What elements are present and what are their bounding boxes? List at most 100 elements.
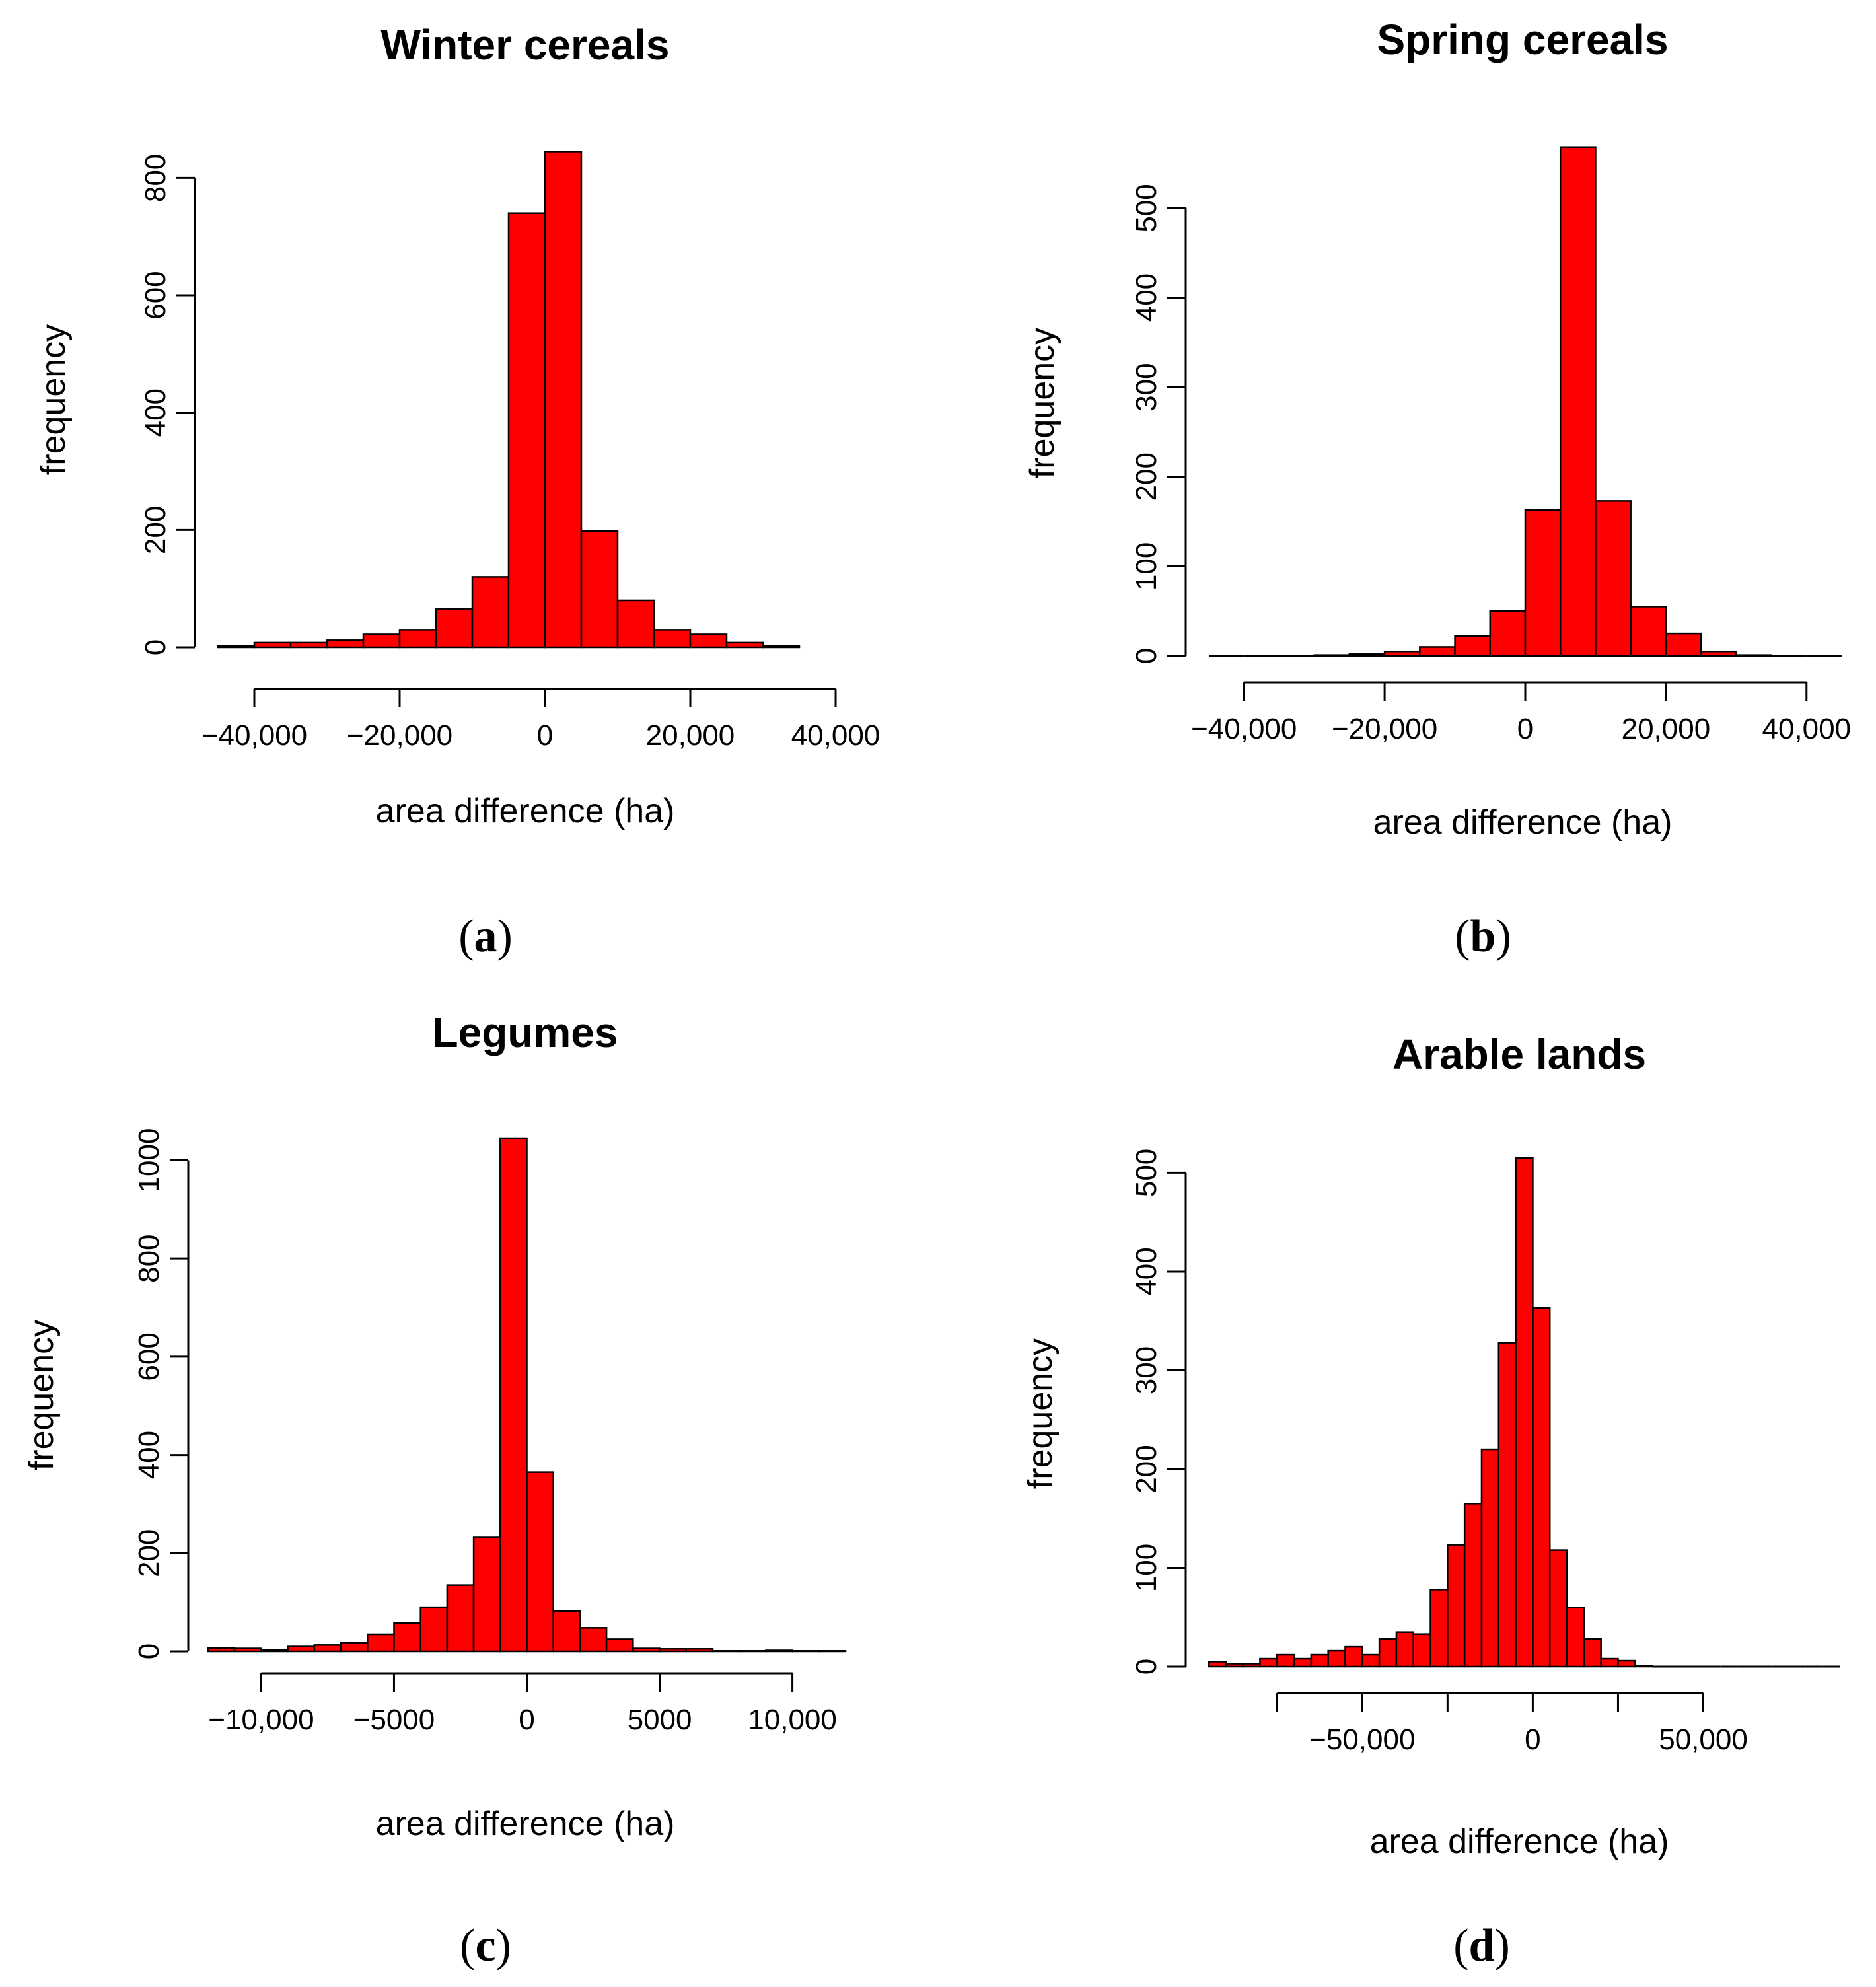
chart-title: Arable lands (1392, 1030, 1646, 1078)
histogram-bar (233, 1647, 262, 1653)
x-tick-label: −20,000 (347, 719, 452, 752)
histogram-bar (1276, 1653, 1295, 1668)
y-tick-label: 0 (139, 639, 172, 655)
x-axis-label: area difference (ha) (376, 1805, 675, 1843)
histogram-bar (507, 212, 546, 649)
histogram-bar (1395, 1631, 1414, 1668)
panel-label: (d) (1453, 1920, 1510, 1971)
y-tick-label: 1000 (133, 1128, 165, 1193)
x-tick-label: 0 (1525, 1723, 1540, 1756)
x-axis: −50,000 0 50,000 (1276, 1692, 1748, 1756)
chart-title: Winter cereals (381, 21, 670, 69)
y-tick-label: 200 (133, 1529, 165, 1577)
histogram-bar (1497, 1342, 1517, 1668)
histogram-bar (1630, 606, 1667, 657)
x-axis: −40,000 −20,000 0 20,000 40,000 (201, 688, 880, 752)
y-tick-label: 400 (1130, 1247, 1163, 1295)
histogram-bar (499, 1137, 528, 1653)
y-tick-label: 300 (1130, 363, 1163, 411)
histogram-bar (1463, 1503, 1483, 1668)
y-tick-label: 300 (1130, 1346, 1163, 1394)
x-axis: −10,000 −5000 0 5000 10,000 (208, 1672, 837, 1736)
histogram-bar (1583, 1638, 1602, 1668)
histogram-bar (580, 530, 619, 649)
x-tick-label: −50,000 (1309, 1723, 1415, 1756)
y-tick-label: 0 (133, 1644, 165, 1659)
histogram-bar (1242, 1663, 1261, 1668)
y-tick-label: 500 (1130, 184, 1163, 232)
histogram-bar (419, 1606, 449, 1653)
histogram-bar (659, 1648, 688, 1653)
panel-d: Arable lands −50,000 0 50,000 0 100 200 300 40… (1021, 1030, 1840, 1971)
x-tick-label: 5000 (628, 1704, 692, 1736)
histogram-bar (1480, 1448, 1500, 1668)
x-tick-label: −5000 (353, 1704, 435, 1736)
histogram-bar (1313, 654, 1351, 657)
histogram-bar (398, 629, 437, 649)
y-axis-label: frequency (1021, 1338, 1060, 1489)
histogram-bar (1419, 646, 1456, 657)
panel-letter: c (475, 1920, 495, 1971)
x-tick-label: 20,000 (646, 719, 735, 752)
histogram-bar (326, 639, 365, 649)
histogram-bar (1383, 650, 1421, 657)
x-axis-label: area difference (ha) (376, 792, 675, 830)
histogram-bar (313, 1644, 342, 1653)
histogram-bar (1310, 1653, 1329, 1668)
histogram-bar (340, 1642, 369, 1653)
x-tick-label: −40,000 (1191, 713, 1297, 745)
histogram-bar (1378, 1638, 1398, 1668)
histogram-bar (472, 1536, 501, 1653)
y-tick-label: 800 (139, 154, 172, 202)
histogram-bar (1600, 1657, 1619, 1668)
histogram-bar (253, 641, 292, 649)
y-tick-label: 0 (1130, 1659, 1163, 1675)
histogram-bar (446, 1584, 475, 1653)
panel-label: (b) (1455, 911, 1511, 962)
histogram-bar (632, 1647, 661, 1653)
histogram-bar (289, 641, 328, 649)
y-tick-label: 400 (1130, 273, 1163, 322)
y-tick-label: 600 (139, 271, 172, 319)
y-axis-label: frequency (1023, 328, 1062, 478)
y-tick-label: 100 (1130, 542, 1163, 591)
x-tick-label: 0 (519, 1704, 534, 1736)
histogram-bar (1595, 500, 1632, 657)
histogram-bar (1429, 1589, 1449, 1668)
histogram-bar (1259, 1657, 1278, 1668)
histogram-bar (689, 633, 728, 649)
panel-c: Legumes −10,000 −5000 0 5000 10,000 0 200 400 6… (22, 1009, 847, 1971)
y-axis: 0 200 400 600 800 1000 (133, 1128, 190, 1659)
panel-letter: d (1469, 1920, 1495, 1971)
x-axis: −40,000 −20,000 0 20,000 40,000 (1191, 681, 1851, 745)
histogram-bar (685, 1648, 714, 1653)
histogram-bar (1344, 1645, 1363, 1668)
bars-group (1209, 146, 1842, 657)
y-tick-label: 600 (133, 1332, 165, 1381)
histogram-bar (544, 151, 583, 649)
histogram-bar (1489, 610, 1527, 657)
panel-letter: a (474, 911, 497, 962)
bars-group (207, 1137, 847, 1653)
histogram-bar (552, 1610, 581, 1653)
y-tick-label: 200 (139, 506, 172, 554)
histogram-bar (725, 641, 764, 649)
x-tick-label: −10,000 (208, 1704, 314, 1736)
histogram-bar (1225, 1663, 1244, 1668)
x-tick-label: −40,000 (201, 719, 307, 752)
histogram-bar (1548, 1549, 1568, 1668)
y-axis: 0 100 200 300 400 500 (1130, 184, 1187, 664)
histogram-bar (1454, 635, 1492, 657)
histogram-bar (471, 576, 510, 649)
y-tick-label: 0 (1130, 648, 1163, 664)
x-tick-label: −20,000 (1332, 713, 1437, 745)
histogram-bar (762, 645, 801, 649)
x-tick-label: 20,000 (1622, 713, 1711, 745)
y-axis-label: frequency (34, 324, 73, 475)
y-tick-label: 400 (139, 388, 172, 437)
panel-letter: b (1470, 911, 1496, 962)
histogram-bar (1293, 1657, 1313, 1668)
histogram-bar (1208, 1661, 1227, 1668)
chart-title: Spring cereals (1377, 16, 1668, 63)
